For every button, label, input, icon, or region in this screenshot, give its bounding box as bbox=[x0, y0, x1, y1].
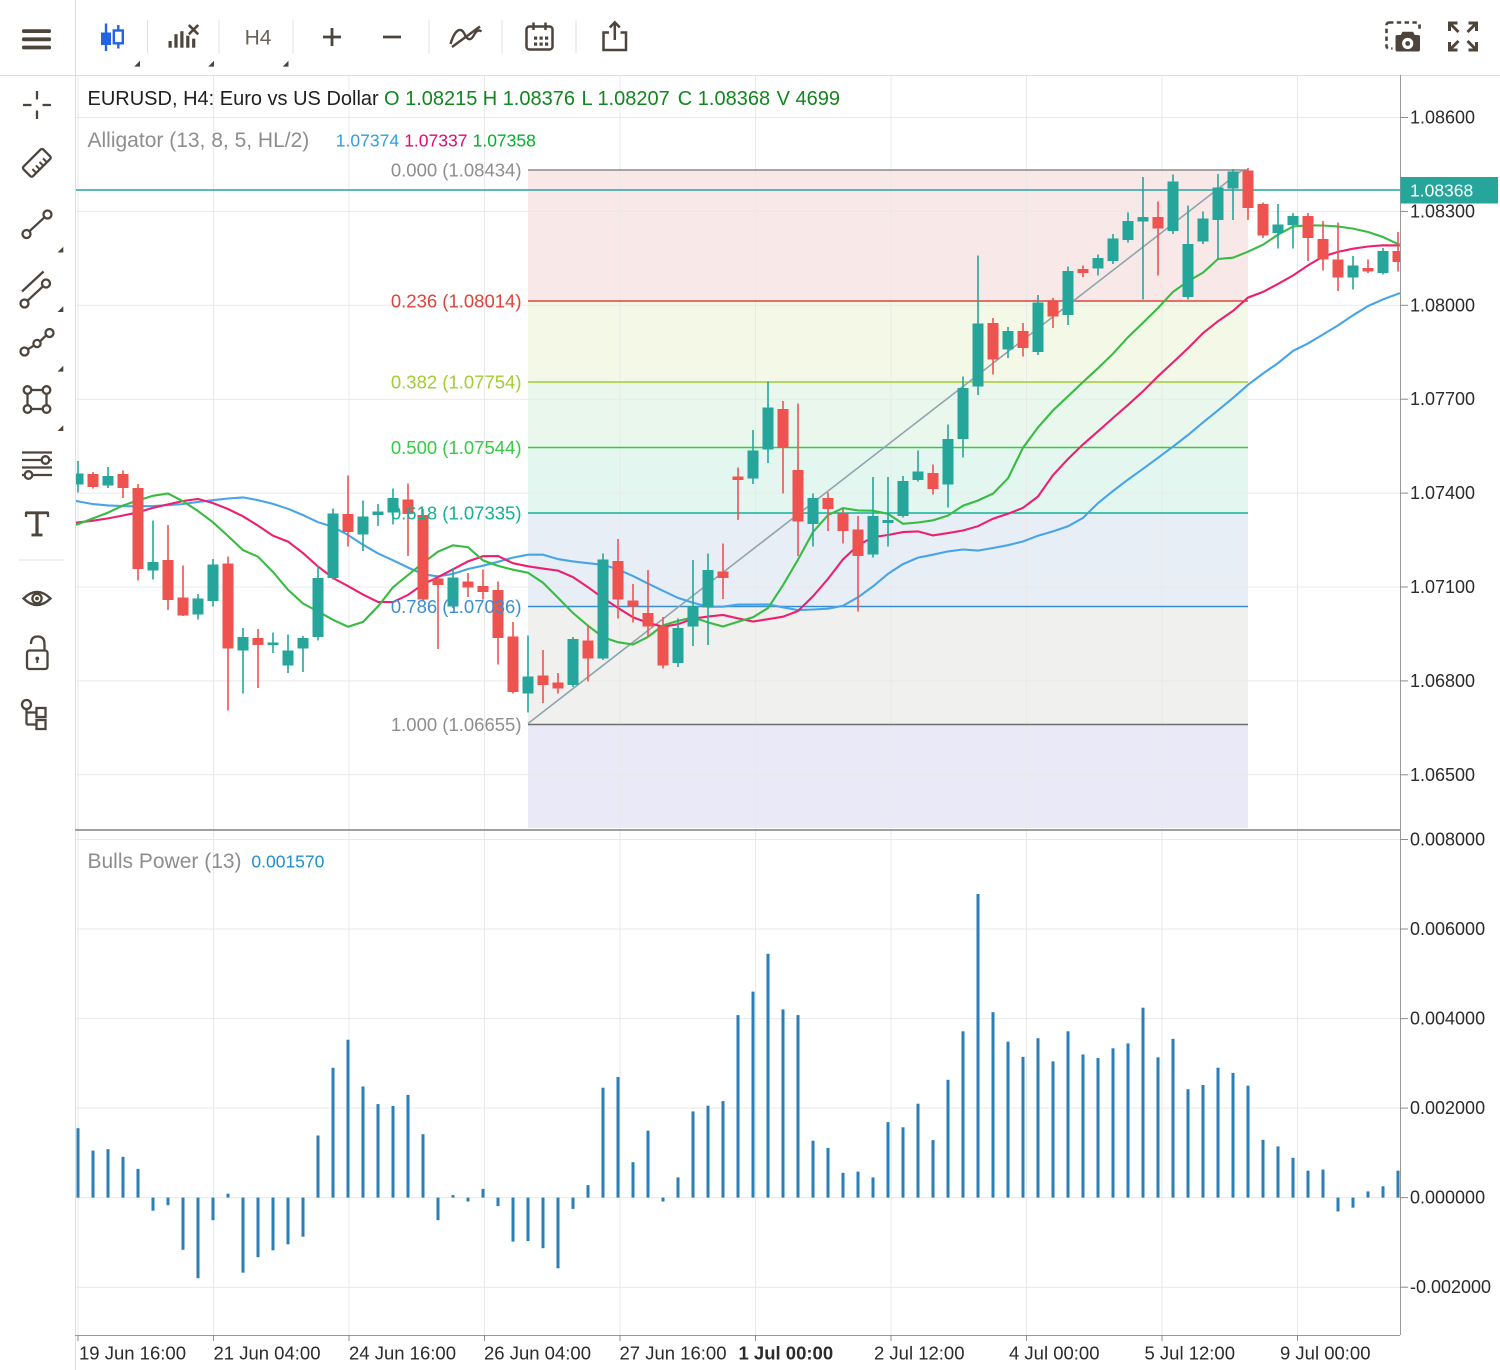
svg-text:0.006000: 0.006000 bbox=[1410, 919, 1485, 939]
svg-text:1.07400: 1.07400 bbox=[1410, 483, 1475, 503]
svg-text:Alligator (13, 8, 5, HL/2): Alligator (13, 8, 5, HL/2) bbox=[88, 129, 310, 152]
svg-text:1.08368: 1.08368 bbox=[1410, 181, 1473, 201]
svg-text:0.236 (1.08014): 0.236 (1.08014) bbox=[391, 291, 522, 312]
svg-text:1.07337: 1.07337 bbox=[404, 131, 467, 151]
svg-text:1 Jul 00:00: 1 Jul 00:00 bbox=[739, 1343, 834, 1364]
svg-text:0.004000: 0.004000 bbox=[1410, 1009, 1485, 1029]
svg-text:24 Jun 16:00: 24 Jun 16:00 bbox=[349, 1343, 456, 1364]
svg-text:26 Jun 04:00: 26 Jun 04:00 bbox=[484, 1343, 591, 1364]
svg-text:C 1.08368: C 1.08368 bbox=[678, 88, 770, 110]
svg-text:EURUSD, H4: Euro vs US Dollar: EURUSD, H4: Euro vs US Dollar bbox=[88, 88, 380, 110]
svg-text:0.786 (1.07036): 0.786 (1.07036) bbox=[391, 596, 522, 617]
svg-text:1.08600: 1.08600 bbox=[1410, 108, 1475, 128]
svg-text:21 Jun 04:00: 21 Jun 04:00 bbox=[214, 1343, 321, 1364]
svg-text:0.000 (1.08434): 0.000 (1.08434) bbox=[391, 160, 522, 181]
svg-text:2 Jul 12:00: 2 Jul 12:00 bbox=[874, 1343, 965, 1364]
svg-text:V 4699: V 4699 bbox=[777, 88, 840, 110]
svg-text:1.07374: 1.07374 bbox=[336, 131, 400, 151]
svg-text:1.06800: 1.06800 bbox=[1410, 671, 1475, 691]
svg-text:1.000 (1.06655): 1.000 (1.06655) bbox=[391, 714, 522, 735]
svg-text:L 1.08207: L 1.08207 bbox=[582, 88, 670, 110]
svg-text:-0.002000: -0.002000 bbox=[1410, 1277, 1491, 1297]
svg-text:4 Jul 00:00: 4 Jul 00:00 bbox=[1009, 1343, 1100, 1364]
svg-text:1.08000: 1.08000 bbox=[1410, 295, 1475, 315]
svg-text:0.008000: 0.008000 bbox=[1410, 830, 1485, 850]
svg-text:H4: H4 bbox=[245, 27, 272, 50]
svg-text:Bulls Power (13): Bulls Power (13) bbox=[88, 850, 242, 873]
svg-text:0.000000: 0.000000 bbox=[1410, 1188, 1485, 1208]
svg-text:9 Jul 00:00: 9 Jul 00:00 bbox=[1280, 1343, 1371, 1364]
svg-text:H 1.08376: H 1.08376 bbox=[483, 88, 575, 110]
svg-text:1.06500: 1.06500 bbox=[1410, 765, 1475, 785]
svg-text:O 1.08215: O 1.08215 bbox=[384, 88, 477, 110]
svg-text:0.500 (1.07544): 0.500 (1.07544) bbox=[391, 437, 522, 458]
svg-text:1.07358: 1.07358 bbox=[473, 131, 536, 151]
svg-text:19 Jun 16:00: 19 Jun 16:00 bbox=[79, 1343, 186, 1364]
svg-text:1.07700: 1.07700 bbox=[1410, 389, 1475, 409]
svg-text:1.08300: 1.08300 bbox=[1410, 201, 1475, 221]
svg-text:0.382 (1.07754): 0.382 (1.07754) bbox=[391, 372, 522, 393]
svg-text:27 Jun 16:00: 27 Jun 16:00 bbox=[620, 1343, 727, 1364]
svg-text:1.07100: 1.07100 bbox=[1410, 577, 1475, 597]
svg-text:0.618 (1.07335): 0.618 (1.07335) bbox=[391, 503, 522, 524]
svg-text:5 Jul 12:00: 5 Jul 12:00 bbox=[1145, 1343, 1236, 1364]
svg-text:0.002000: 0.002000 bbox=[1410, 1098, 1485, 1118]
svg-text:0.001570: 0.001570 bbox=[251, 852, 324, 872]
